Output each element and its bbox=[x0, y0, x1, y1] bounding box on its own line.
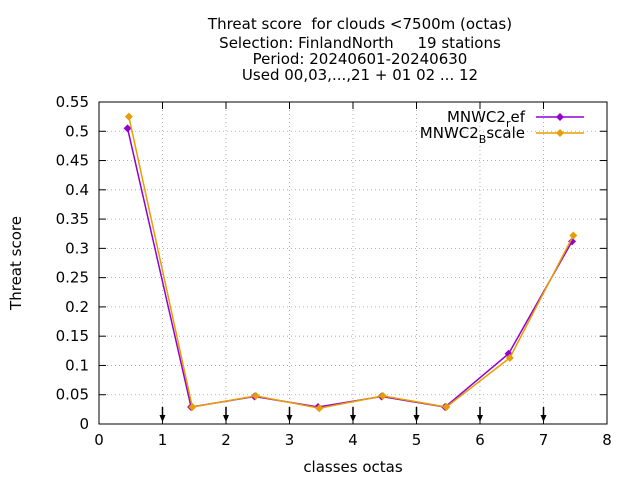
boundary-arrow-head bbox=[477, 415, 483, 422]
chart-title-line-3: Period: 20240601-20240630 bbox=[252, 50, 468, 68]
x-axis-label: classes octas bbox=[303, 458, 403, 476]
x-tick-label: 3 bbox=[285, 431, 295, 449]
x-tick-label: 8 bbox=[602, 431, 612, 449]
boundary-arrow-head bbox=[159, 415, 166, 422]
x-tick-label: 5 bbox=[412, 431, 422, 449]
boundary-arrow-head bbox=[223, 415, 229, 422]
y-tick-label: 0.45 bbox=[56, 152, 89, 170]
series-2-point bbox=[442, 403, 451, 412]
chart-title-line-2: Selection: FinlandNorth 19 stations bbox=[219, 34, 501, 52]
legend-marker-1 bbox=[556, 113, 564, 121]
x-tick-label: 1 bbox=[158, 431, 168, 449]
x-tick-label: 2 bbox=[221, 431, 231, 449]
chart-title-line-1: Threat score for clouds <7500m (octas) bbox=[207, 15, 513, 33]
series-1-point bbox=[123, 124, 132, 133]
boundary-arrow-head bbox=[286, 415, 293, 422]
x-tick-label: 4 bbox=[348, 431, 358, 449]
x-tick-label: 0 bbox=[94, 431, 104, 449]
series-2-point bbox=[188, 403, 197, 412]
series-layer bbox=[123, 112, 578, 413]
axes: 0 0.05 0.1 0.15 0.2 0.25 0.3 0.35 0.4 0.45 0.5 0.55… bbox=[56, 93, 612, 449]
y-tick-label: 0.25 bbox=[56, 269, 89, 287]
y-tick-label: 0.4 bbox=[65, 181, 89, 199]
y-axis-label: Threat score bbox=[7, 216, 25, 311]
series-2-point bbox=[124, 112, 133, 121]
legend-marker-2 bbox=[556, 129, 564, 137]
y-tick-label: 0.05 bbox=[56, 386, 89, 404]
series-2-point bbox=[251, 391, 260, 400]
boundary-arrow-head bbox=[350, 415, 356, 422]
y-tick-label: 0.5 bbox=[65, 122, 89, 140]
y-tick-label: 0.3 bbox=[65, 239, 89, 257]
series-2-point bbox=[505, 353, 514, 362]
y-tick-label: 0.35 bbox=[56, 210, 89, 228]
boundary-arrow-head bbox=[540, 415, 547, 422]
boundary-arrow-head bbox=[413, 415, 420, 422]
chart-title-line-4: Used 00,03,...,21 + 01 02 ... 12 bbox=[241, 66, 479, 84]
series-2-point bbox=[569, 231, 578, 240]
y-tick-label: 0.15 bbox=[56, 327, 89, 345]
y-tick-label: 0.2 bbox=[65, 298, 89, 316]
legend-label-1: MNWC2ref bbox=[447, 108, 526, 130]
x-tick-label: 6 bbox=[475, 431, 485, 449]
series-line-2 bbox=[128, 116, 575, 409]
x-tick-label: 7 bbox=[539, 431, 549, 449]
series-2-point bbox=[315, 404, 324, 413]
legend-label-2: MNWC2Bscale bbox=[420, 124, 525, 146]
y-tick-label: 0 bbox=[79, 415, 89, 433]
series-line-1 bbox=[126, 128, 573, 408]
y-tick-label: 0.1 bbox=[65, 356, 89, 374]
series-2-point bbox=[378, 391, 387, 400]
y-tick-label: 0.55 bbox=[56, 93, 89, 111]
